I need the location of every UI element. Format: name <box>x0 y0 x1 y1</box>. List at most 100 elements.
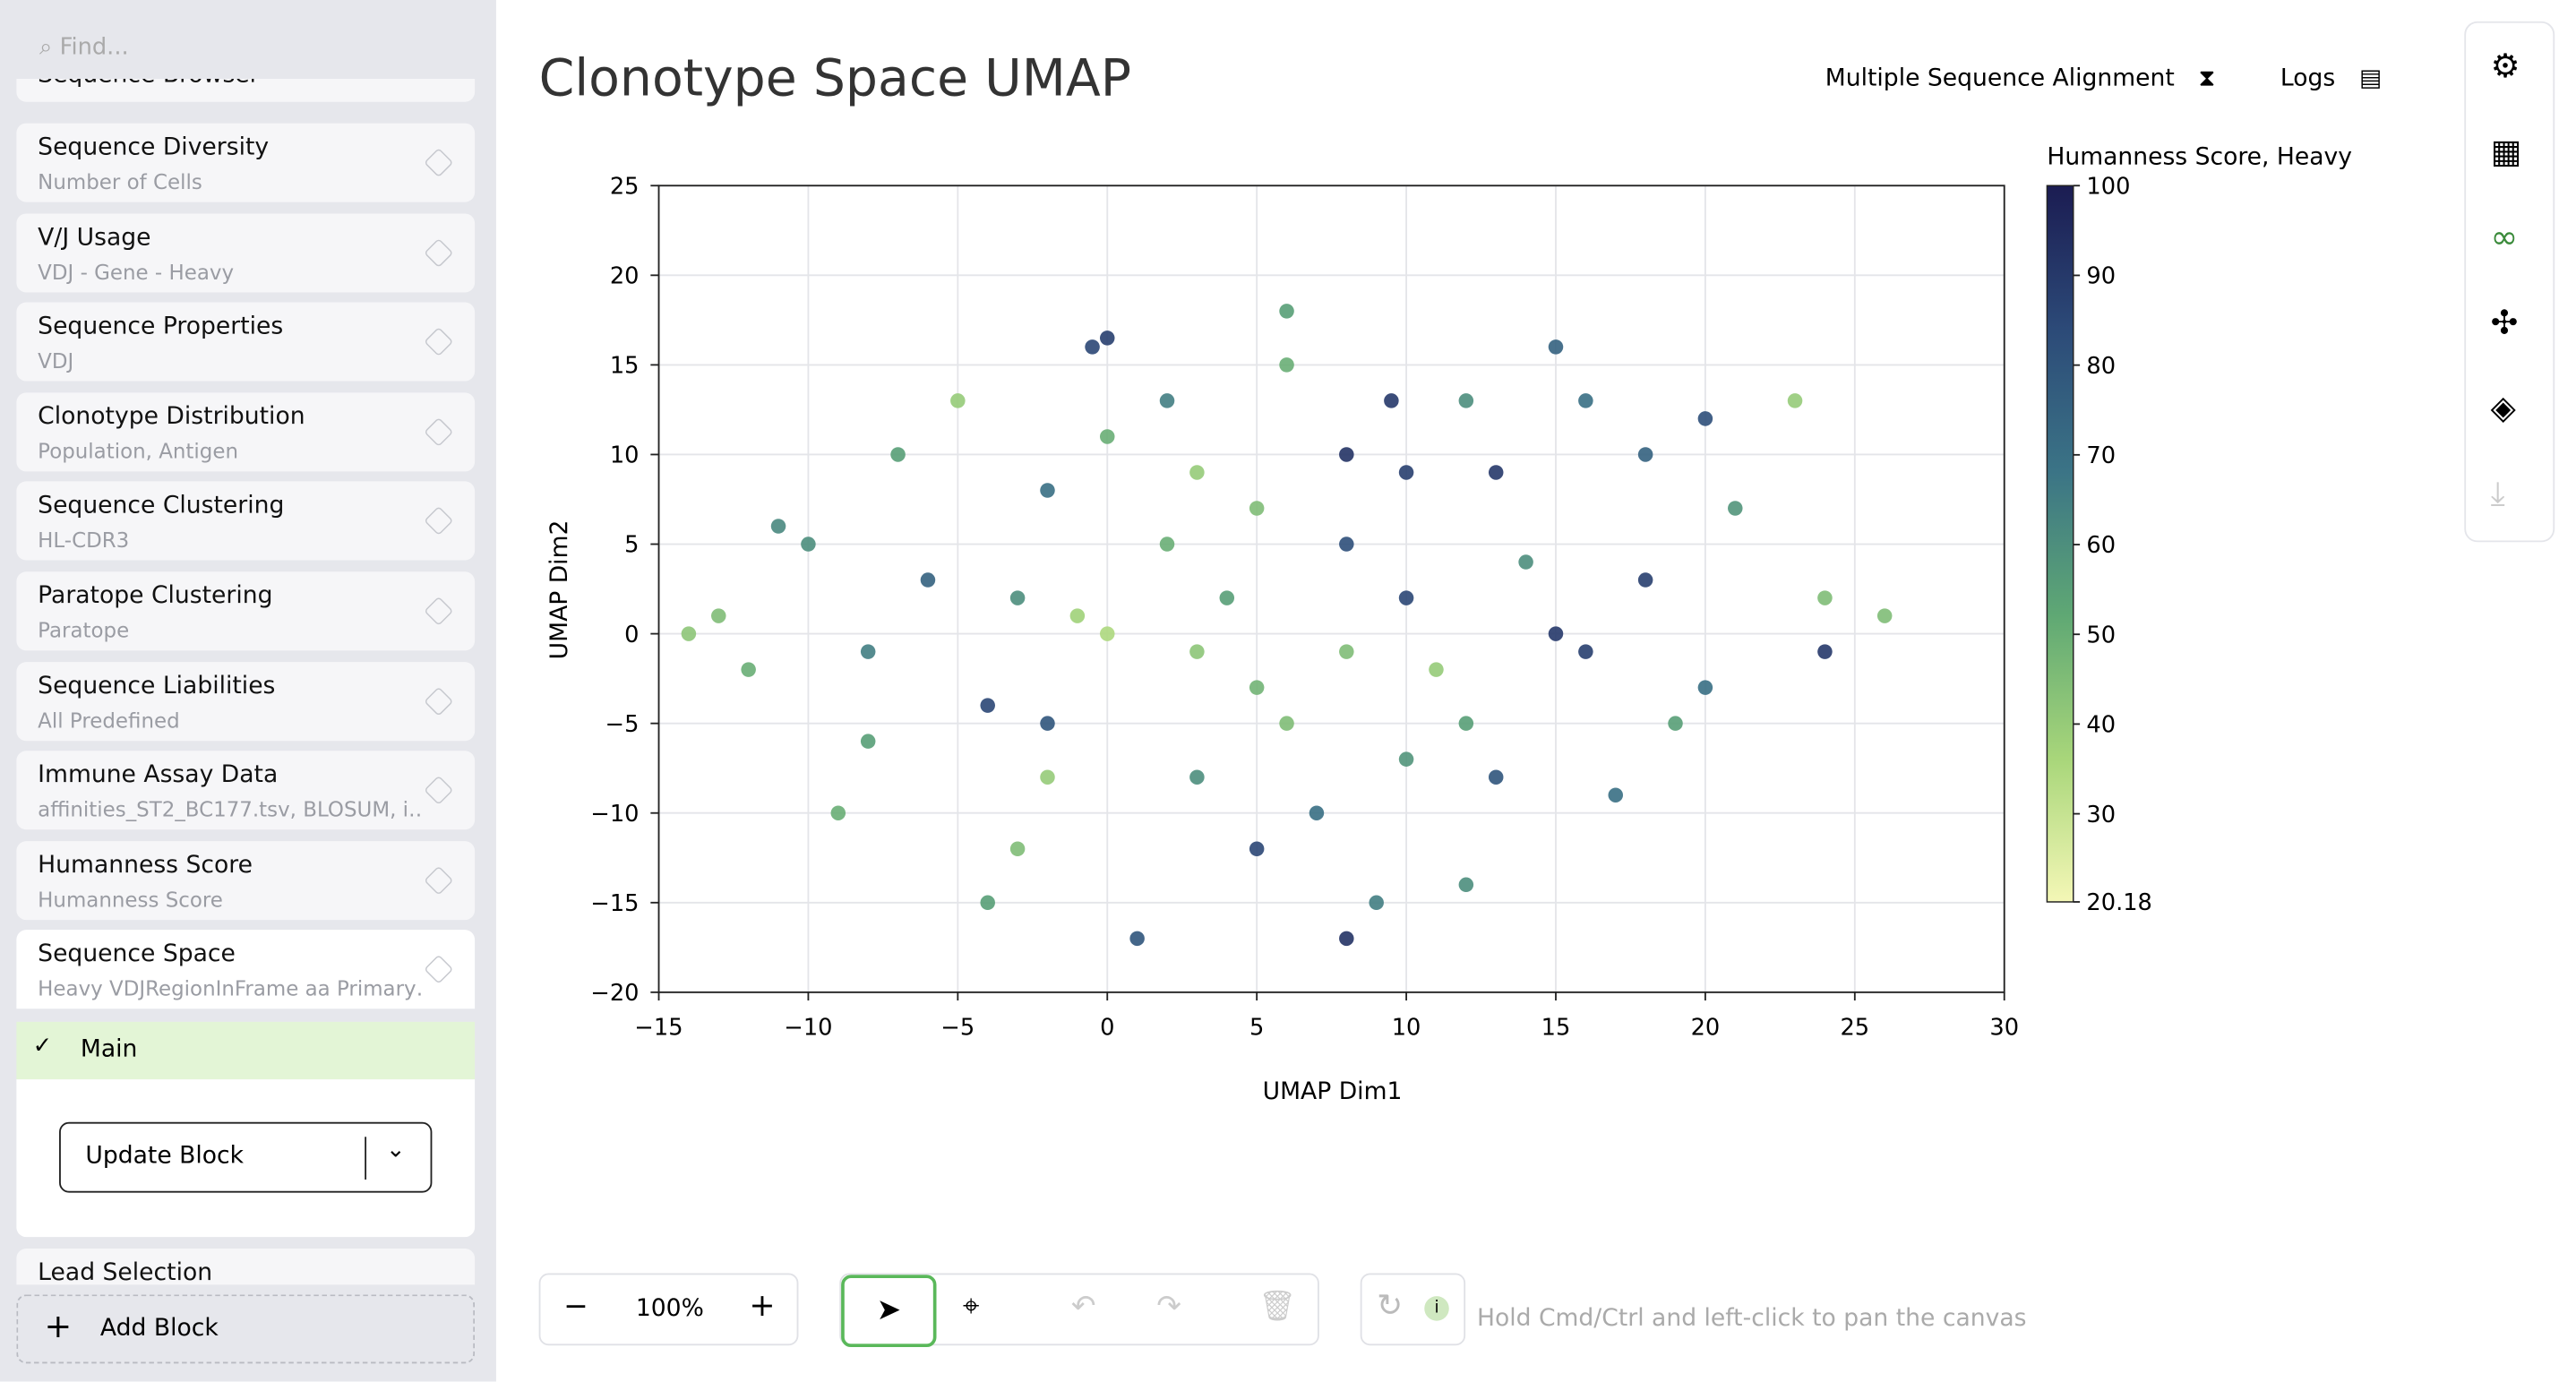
point <box>1249 501 1265 516</box>
page-title: Clonotype Space UMAP <box>538 49 1132 109</box>
axes-icon[interactable]: ✣ <box>2490 302 2519 342</box>
point <box>1578 393 1593 408</box>
button-label: Update Block <box>85 1143 245 1170</box>
block-card[interactable]: Sequence Properties VDJ <box>16 302 476 382</box>
block-subtitle: Humanness Score <box>38 887 223 912</box>
point <box>1339 536 1354 552</box>
reset-icon[interactable]: ↻ <box>1377 1288 1404 1325</box>
zoom-in[interactable]: + <box>749 1288 776 1325</box>
block-card[interactable]: V/J Usage VDJ - Gene - Heavy <box>16 212 476 292</box>
lasso-tool[interactable]: ⌖ <box>962 1289 980 1325</box>
undo[interactable]: ↶ <box>1070 1289 1096 1325</box>
point <box>1279 304 1294 319</box>
block-subtitle: Number of Cells <box>38 168 202 194</box>
block-card[interactable]: Clonotype Distribution Population, Antige… <box>16 392 476 472</box>
block-title: Sequence Properties <box>38 313 284 341</box>
point <box>1458 877 1474 893</box>
search-box[interactable]: ⌕ Find... <box>39 34 129 61</box>
point <box>1249 841 1265 857</box>
icon: ⧗ <box>2198 65 2216 92</box>
block-card[interactable]: Paratope Clustering Paratope <box>16 571 476 651</box>
y-tick-label: 10 <box>610 442 640 469</box>
point <box>1369 895 1384 911</box>
block-subtitle: Paratope <box>38 617 130 643</box>
point <box>1728 501 1743 516</box>
point <box>1429 662 1444 677</box>
block-card[interactable]: Sequence Diversity Number of Cells <box>16 123 476 202</box>
point <box>1099 330 1115 346</box>
msa-button[interactable]: Multiple Sequence Alignment ⧗ <box>1825 65 2216 91</box>
plot-frame <box>657 185 2005 993</box>
point <box>1697 680 1713 695</box>
point <box>1458 393 1474 408</box>
block-title: Clonotype Distribution <box>38 403 305 431</box>
block-card[interactable]: Sequence Clustering HL-CDR3 <box>16 482 476 562</box>
info-icon[interactable]: i <box>1424 1296 1449 1321</box>
point <box>1339 644 1354 659</box>
block-subtitle: VDJ - Gene - Heavy <box>38 259 235 284</box>
y-tick-label: 20 <box>610 263 640 290</box>
block-subtitle: VDJ <box>38 348 74 373</box>
point <box>1219 590 1235 605</box>
update-button[interactable]: Update Block ⌄ <box>59 1121 433 1193</box>
point <box>950 393 966 408</box>
option-label: Main <box>80 1036 138 1063</box>
y-tick-label: 15 <box>610 353 640 380</box>
x-tick-label: 5 <box>1249 1015 1264 1042</box>
block-title: Lead Selection <box>38 1259 213 1285</box>
block-title: V/J Usage <box>38 224 151 251</box>
block-card[interactable]: Humanness Score Humanness Score <box>16 840 476 920</box>
point <box>1637 447 1653 462</box>
point <box>1069 608 1086 623</box>
y-tick-label: 25 <box>610 173 640 200</box>
block-title: Humanness Score <box>38 852 253 879</box>
block-title: Sequence Browser <box>38 79 259 89</box>
point <box>1488 465 1504 480</box>
colorbar-tick-label: 60 <box>2086 532 2116 559</box>
layout-icon[interactable]: ▦ <box>2490 131 2522 171</box>
search-placeholder: Find... <box>59 34 129 61</box>
point <box>1159 393 1175 408</box>
point <box>1817 644 1833 659</box>
select-tool[interactable]: ➤ <box>841 1275 937 1348</box>
x-tick-label: 25 <box>1840 1015 1869 1042</box>
delete[interactable]: 🗑 <box>1258 1289 1296 1325</box>
point <box>711 608 726 623</box>
point <box>1099 429 1115 444</box>
partial-card[interactable]: Lead Selection <box>16 1248 476 1285</box>
partial-card[interactable]: Sequence Browser <box>16 79 476 102</box>
dropdown-icon[interactable]: ⌄ <box>386 1137 406 1163</box>
link-icon[interactable]: ∞ <box>2490 217 2519 257</box>
zoom-out[interactable]: − <box>563 1289 588 1325</box>
add-block[interactable]: + Add Block <box>16 1294 476 1364</box>
block-title: Sequence Liabilities <box>38 673 276 700</box>
block-card[interactable]: Immune Assay Data affinities_ST2_BC177.ts… <box>16 751 476 830</box>
tool-group: ➤ ⌖ ↶ ↷ 🗑 <box>839 1273 1319 1348</box>
logs-button[interactable]: Logs ▤ <box>2280 65 2382 91</box>
point <box>1817 590 1833 605</box>
divider <box>365 1137 367 1180</box>
plus-icon: + <box>44 1306 73 1346</box>
point <box>1608 787 1624 803</box>
block-title: Sequence Clustering <box>38 493 285 520</box>
point <box>1458 716 1474 731</box>
sidebar: ⌕ Find... Sequence Browser Sequence Dive… <box>0 0 496 1382</box>
x-tick-label: 0 <box>1100 1015 1114 1042</box>
point <box>770 519 786 534</box>
point <box>890 447 906 462</box>
redo[interactable]: ↷ <box>1156 1289 1181 1325</box>
block-card[interactable]: Sequence Liabilities All Predefined <box>16 661 476 741</box>
icon: ▤ <box>2359 65 2383 92</box>
layers-icon[interactable]: ◈ <box>2490 387 2516 427</box>
selected-option[interactable]: ✓ Main <box>16 1021 476 1080</box>
block-card[interactable]: Sequence Space Heavy VDJRegionInFrame aa … <box>16 930 476 1009</box>
y-tick-label: −10 <box>590 801 639 828</box>
point <box>1339 931 1354 947</box>
settings-icon[interactable]: ⚙ <box>2490 46 2520 86</box>
right-rail: ⚙ ▦ ∞ ✣ ◈ ⤓ <box>2464 21 2555 543</box>
download-icon[interactable]: ⤓ <box>2490 473 2505 513</box>
point <box>1787 393 1803 408</box>
